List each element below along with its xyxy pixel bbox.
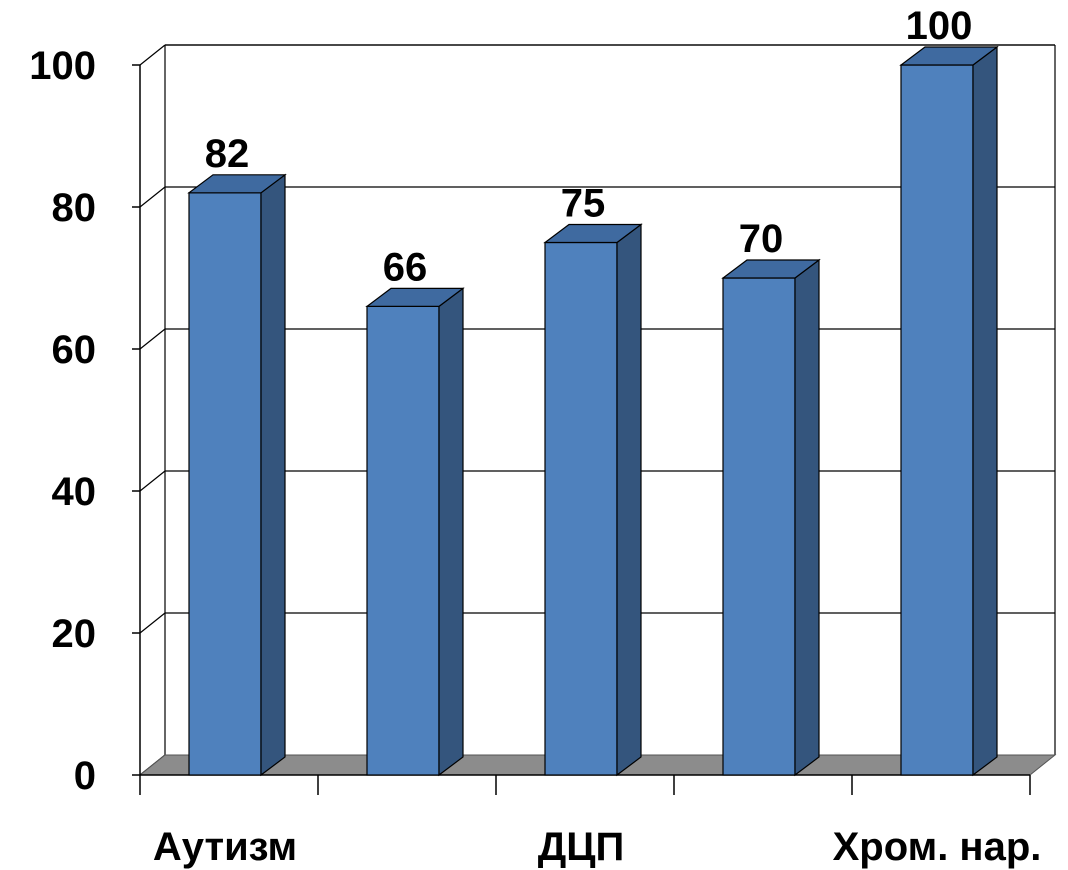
bar-front — [900, 64, 974, 776]
bar-5 — [899, 45, 999, 777]
bar-side — [260, 173, 286, 777]
data-labels: 82 66 75 70 100 — [205, 4, 973, 289]
y-tick-label: 0 — [74, 754, 96, 798]
bar-front — [188, 192, 262, 776]
data-label-5: 100 — [906, 4, 973, 48]
data-label-4: 70 — [739, 217, 784, 261]
data-label-3: 75 — [561, 182, 606, 226]
bars — [187, 45, 999, 777]
bar-front — [366, 305, 440, 776]
bar-side — [794, 258, 820, 777]
y-tick-label: 60 — [52, 328, 97, 372]
y-tick-label: 100 — [29, 44, 96, 88]
y-tick-label: 40 — [52, 470, 97, 514]
gridline-side-100 — [139, 44, 166, 66]
bar-side — [438, 287, 464, 777]
gridline-side-40 — [139, 470, 166, 492]
bar-1 — [187, 173, 287, 777]
bar-side — [972, 45, 998, 777]
gridline-side-60 — [139, 328, 166, 350]
x-category-label: Аутизм — [153, 825, 297, 869]
bar-3 — [543, 223, 643, 777]
bar-front — [544, 241, 618, 776]
bar-4 — [721, 258, 821, 777]
x-category-label: ДЦП — [538, 825, 624, 869]
bar-side — [616, 223, 642, 777]
y-tick-label: 80 — [52, 186, 97, 230]
bar-top — [899, 46, 999, 66]
bar-front — [722, 277, 796, 776]
gridline-side-80 — [139, 186, 166, 208]
x-axis-category-labels: Аутизм ДЦП Хром. нар. — [153, 825, 1042, 869]
bar-top — [721, 259, 821, 279]
data-label-2: 66 — [383, 245, 428, 289]
data-label-1: 82 — [205, 132, 250, 176]
bar-2 — [365, 287, 465, 777]
bar-top — [365, 287, 465, 307]
bar-top — [187, 174, 287, 194]
gridline-side-20 — [139, 612, 166, 634]
bar-top — [543, 223, 643, 244]
y-axis-tick-labels: 0 20 40 60 80 100 — [29, 44, 96, 798]
x-category-label: Хром. нар. — [833, 825, 1042, 869]
y-tick-label: 20 — [52, 612, 97, 656]
